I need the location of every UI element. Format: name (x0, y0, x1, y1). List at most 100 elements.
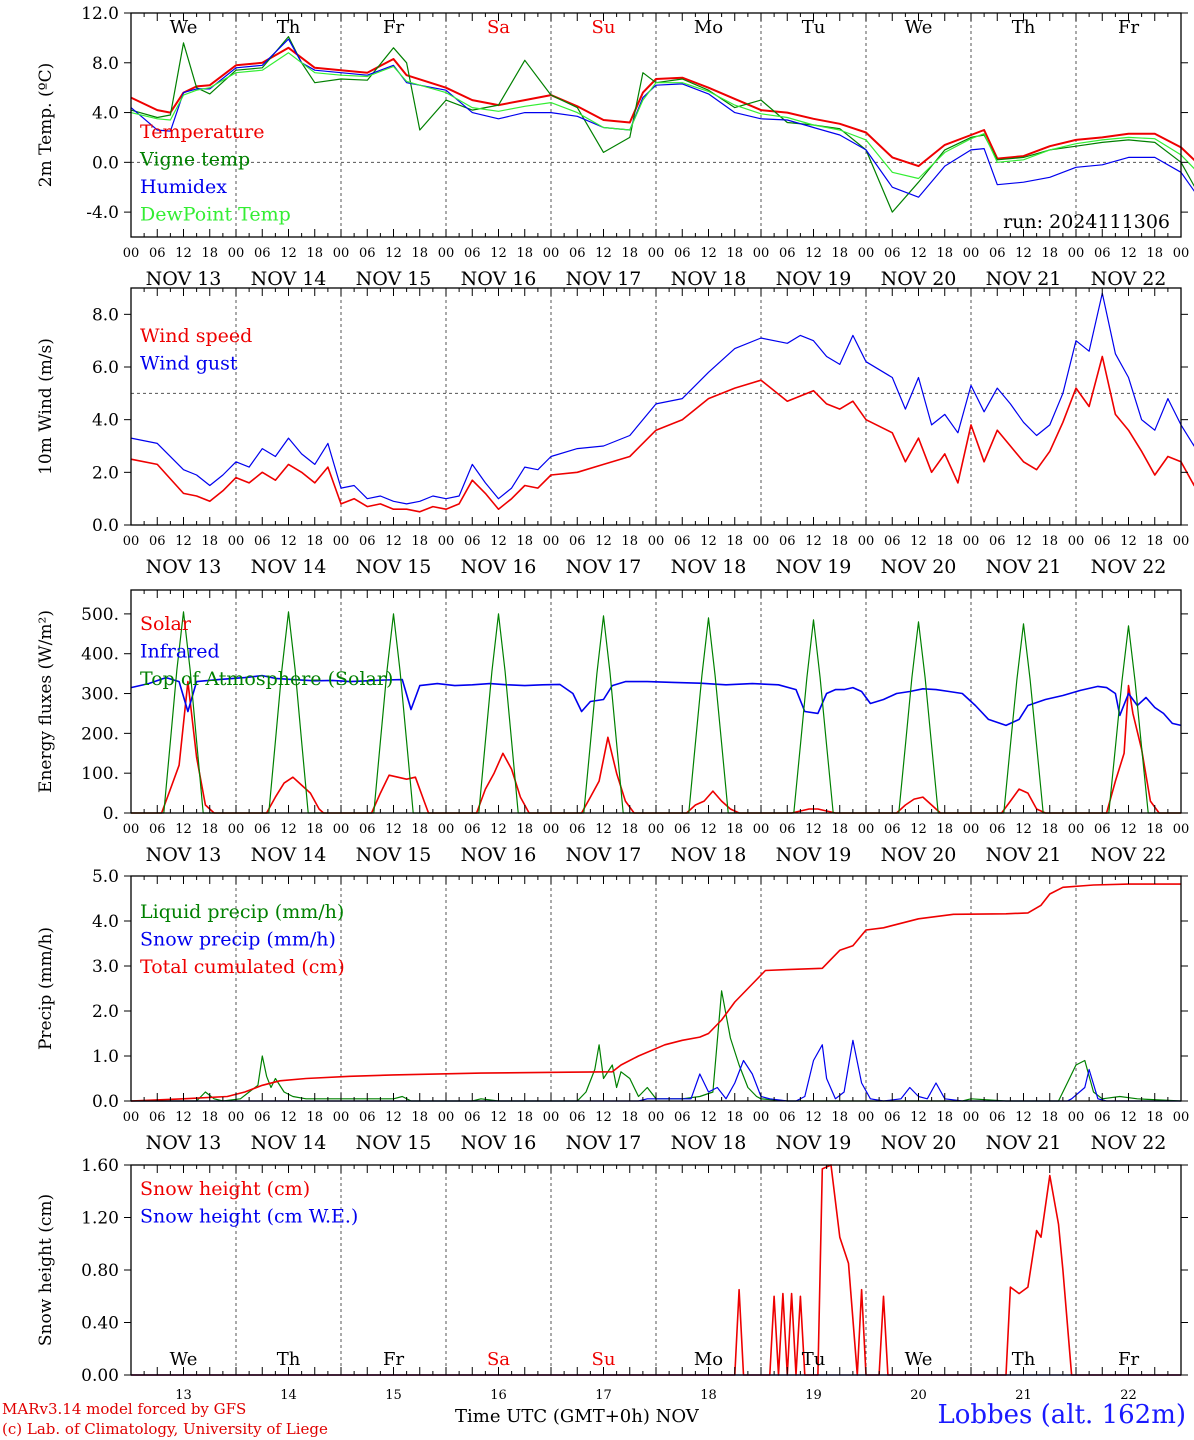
hour-tick-label: 18 (936, 534, 953, 549)
y-tick-label: 500. (81, 605, 119, 625)
credit-line: (c) Lab. of Climatology, University of L… (2, 1420, 328, 1438)
hour-tick-label: 12 (385, 822, 402, 837)
hour-tick-label: 12 (490, 246, 507, 261)
hour-tick-label: 12 (595, 822, 612, 837)
hour-tick-label: 12 (175, 246, 192, 261)
hour-tick-label: 06 (779, 246, 796, 261)
date-label: NOV 20 (881, 844, 957, 866)
y-axis-label: Precip (mm/h) (36, 927, 56, 1050)
hour-tick-label: 06 (569, 246, 586, 261)
y-tick-label: 100. (81, 764, 119, 784)
hour-tick-label: 06 (989, 822, 1006, 837)
hour-tick-label: 00 (963, 822, 980, 837)
hour-tick-label: 00 (858, 246, 875, 261)
y-tick-label: 0. (103, 804, 119, 824)
day-of-week-label: Fr (1118, 1349, 1139, 1370)
hour-tick-label: 12 (910, 822, 927, 837)
date-label: NOV 20 (881, 1132, 957, 1154)
hour-tick-label: 06 (884, 246, 901, 261)
hour-tick-label: 18 (1041, 822, 1058, 837)
hour-tick-label: 00 (333, 246, 350, 261)
hour-tick-label: 06 (569, 822, 586, 837)
hour-tick-label: 12 (175, 822, 192, 837)
hour-tick-label: 00 (753, 822, 770, 837)
hour-tick-label: 12 (595, 1110, 612, 1125)
date-label: NOV 19 (776, 556, 852, 578)
hour-tick-label: 06 (359, 534, 376, 549)
hour-tick-label: 06 (359, 1110, 376, 1125)
run-label: run: 2024111306 (1003, 211, 1170, 233)
hour-tick-label: 00 (123, 1110, 140, 1125)
hour-tick-label: 18 (621, 1110, 638, 1125)
hour-tick-label: 18 (1146, 822, 1163, 837)
credit-line: MARv3.14 model forced by GFS (2, 1400, 247, 1418)
day-of-week-label: We (905, 1349, 933, 1370)
hour-tick-label: 12 (595, 534, 612, 549)
hour-tick-label: 18 (831, 822, 848, 837)
hour-tick-label: 06 (464, 246, 481, 261)
legend-label: Snow precip (mm/h) (140, 929, 336, 951)
hour-tick-label: 00 (858, 534, 875, 549)
hour-tick-label: 12 (805, 822, 822, 837)
hour-tick-label: 06 (1094, 246, 1111, 261)
date-label: NOV 14 (251, 844, 327, 866)
date-label: NOV 21 (986, 844, 1062, 866)
day-of-week-label: Th (277, 17, 301, 38)
hour-tick-label: 18 (1041, 246, 1058, 261)
y-axis-label: Snow height (cm) (36, 1194, 56, 1346)
y-tick-label: 12.0 (81, 4, 119, 24)
hour-tick-label: 00 (438, 822, 455, 837)
date-label: NOV 21 (986, 1132, 1062, 1154)
legend-label: Humidex (140, 176, 227, 198)
date-label: NOV 17 (566, 268, 642, 290)
hour-tick-label: 06 (149, 1110, 166, 1125)
day-of-week-label: Th (277, 1349, 301, 1370)
hour-tick-label: 18 (831, 534, 848, 549)
hour-tick-label: 18 (726, 534, 743, 549)
hour-tick-label: 06 (674, 246, 691, 261)
legend-label: Top of Atmosphere (Solar) (140, 668, 393, 690)
hour-tick-label: 00 (333, 534, 350, 549)
series-line (130, 292, 1194, 505)
hour-tick-label: 06 (464, 1110, 481, 1125)
hour-tick-label: 12 (1015, 822, 1032, 837)
hour-tick-label: 00 (1173, 822, 1190, 837)
hour-tick-label: 06 (149, 822, 166, 837)
day-number-label: 22 (1120, 1388, 1137, 1403)
hour-tick-label: 06 (989, 246, 1006, 261)
hour-tick-label: 12 (700, 534, 717, 549)
series-line (130, 674, 1182, 727)
hour-tick-label: 12 (1120, 822, 1137, 837)
x-axis-title: Time UTC (GMT+0h) NOV (455, 1406, 699, 1427)
hour-tick-label: 00 (1068, 822, 1085, 837)
hour-tick-label: 12 (700, 822, 717, 837)
hour-tick-label: 06 (569, 534, 586, 549)
hour-tick-label: 18 (621, 246, 638, 261)
series-line (131, 1164, 1181, 1376)
day-of-week-label: Fr (1118, 17, 1139, 38)
y-tick-label: 200. (81, 724, 119, 744)
hour-tick-label: 18 (1146, 1110, 1163, 1125)
hour-tick-label: 00 (438, 246, 455, 261)
hour-tick-label: 18 (201, 534, 218, 549)
hour-tick-label: 00 (753, 1110, 770, 1125)
y-tick-label: 0.0 (92, 1092, 119, 1112)
y-tick-label: 1.0 (92, 1047, 119, 1067)
station-name: Lobbes (alt. 162m) (937, 1400, 1186, 1430)
hour-tick-label: 12 (280, 822, 297, 837)
date-label: NOV 19 (776, 844, 852, 866)
date-label: NOV 17 (566, 1132, 642, 1154)
hour-tick-label: 12 (805, 246, 822, 261)
y-tick-label: 0.80 (81, 1261, 119, 1281)
hour-tick-label: 18 (411, 246, 428, 261)
hour-tick-label: 06 (989, 1110, 1006, 1125)
hour-tick-label: 18 (1041, 1110, 1058, 1125)
y-axis-label: 10m Wind (m/s) (36, 338, 56, 475)
hour-tick-label: 00 (543, 1110, 560, 1125)
hour-tick-label: 00 (858, 1110, 875, 1125)
date-label: NOV 22 (1091, 556, 1167, 578)
hour-tick-label: 06 (464, 822, 481, 837)
chart-panel: 5.0 4.0 3.0 2.0 1.0 0.0 Precip (mm/h) 00 06 12 18 0… (36, 867, 1189, 1154)
hour-tick-label: 18 (201, 822, 218, 837)
hour-tick-label: 12 (280, 246, 297, 261)
